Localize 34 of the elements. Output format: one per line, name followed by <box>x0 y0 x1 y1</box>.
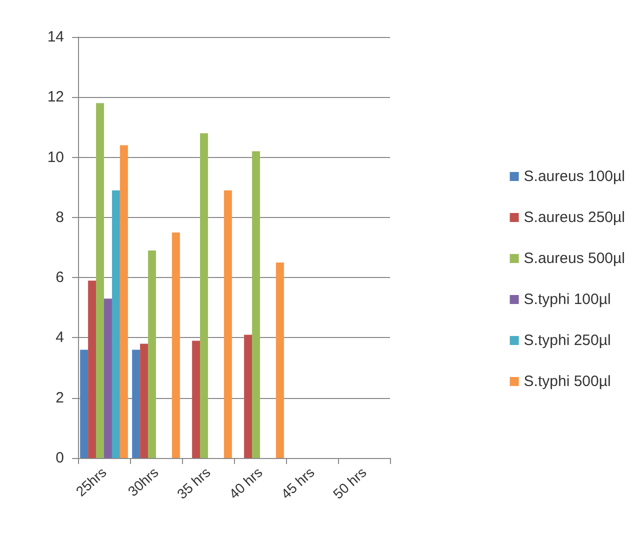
y-tick-label: 10 <box>47 148 64 166</box>
bar <box>148 250 156 458</box>
x-tick-label: 40 hrs <box>226 464 266 502</box>
y-tick-label: 14 <box>47 28 64 46</box>
x-tick-label: 45 hrs <box>278 464 318 502</box>
y-tick-label: 2 <box>56 389 64 406</box>
bar <box>172 232 180 458</box>
bar <box>112 190 120 458</box>
bar <box>80 350 88 458</box>
bar <box>132 350 140 458</box>
bar <box>96 103 104 458</box>
y-tick-label: 6 <box>56 269 64 286</box>
legend-label: S.typhi 250µl <box>524 332 611 349</box>
y-tick-label: 12 <box>47 88 64 106</box>
bar <box>140 344 148 458</box>
y-tick-label: 4 <box>56 329 64 346</box>
bar <box>88 280 96 458</box>
legend-label: S.aureus 250µl <box>524 209 626 226</box>
bar <box>252 151 260 458</box>
bar <box>200 133 208 458</box>
bar <box>276 262 284 458</box>
x-tick-label: 50 hrs <box>330 464 370 502</box>
x-tick-label: 35 hrs <box>174 464 214 502</box>
bar <box>120 145 128 458</box>
bar <box>244 334 252 458</box>
legend-label: S.typhi 100µl <box>524 291 611 308</box>
y-tick-label: 0 <box>56 450 64 466</box>
y-tick-label: 8 <box>56 208 64 226</box>
legend-label: S.aureus 500µl <box>524 250 626 267</box>
legend-label: S.typhi 500µl <box>524 373 611 390</box>
bar <box>224 190 232 458</box>
bar <box>104 298 112 458</box>
bar <box>192 340 200 458</box>
legend-label: S.aureus 100µl <box>524 168 626 185</box>
